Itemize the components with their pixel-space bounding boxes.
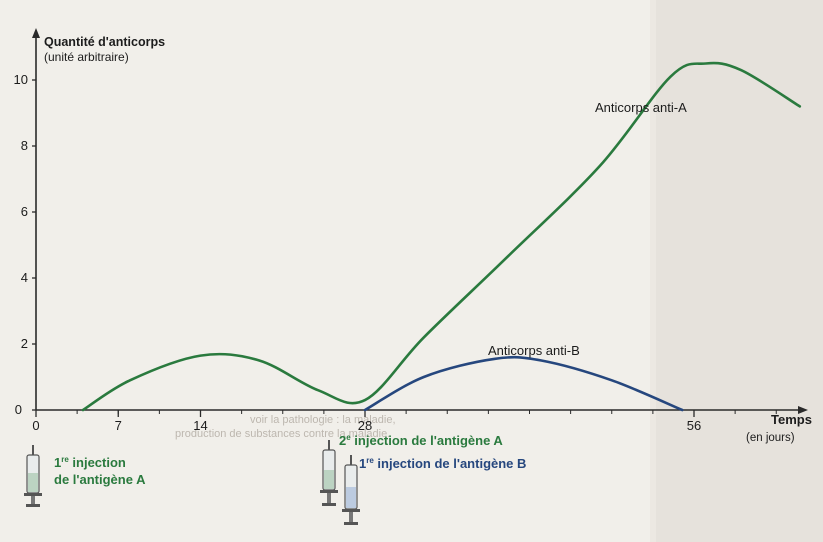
annotation-number: 1 [54, 455, 61, 470]
y-axis-sublabel: (unité arbitraire) [44, 50, 129, 64]
syringe-icon [342, 455, 360, 525]
y-tick-label: 0 [15, 402, 22, 417]
y-axis-arrow [32, 28, 40, 38]
annotation-second-injection-a: 2e injection de l'antigène A [339, 433, 503, 448]
annotation-number: 2 [339, 433, 346, 448]
annotation-text: injection de l'antigène B [374, 456, 527, 471]
annotation-number: 1 [359, 456, 366, 471]
background-text-line: production de substances contre la malad… [175, 428, 390, 440]
x-axis-label: Temps [771, 412, 812, 427]
annotation-first-injection-a: 1re injection [54, 455, 126, 470]
y-tick-label: 6 [21, 204, 28, 219]
annotation-superscript: re [366, 456, 374, 465]
annotation-superscript: re [61, 455, 69, 464]
series-label-anti-b: Anticorps anti-B [488, 343, 580, 358]
x-axis-sublabel: (en jours) [746, 432, 795, 444]
x-tick-label: 7 [115, 418, 122, 433]
page-fold [650, 0, 656, 542]
y-tick-label: 4 [21, 270, 28, 285]
axes [32, 28, 808, 414]
series-line-anti-b [363, 355, 684, 412]
annotation-first-injection-b: 1re injection de l'antigène B [359, 456, 526, 471]
x-tick-label: 56 [687, 418, 701, 433]
page-edge-shadow [655, 0, 823, 542]
y-tick-label: 2 [21, 336, 28, 351]
syringe-icon [320, 440, 338, 506]
annotation-superscript: e [346, 433, 351, 442]
x-tick-label: 28 [358, 418, 372, 433]
x-tick-label: 0 [32, 418, 39, 433]
x-axis-arrow [798, 406, 808, 414]
y-tick-label: 8 [21, 138, 28, 153]
series-label-anti-a: Anticorps anti-A [595, 100, 687, 115]
series-line-anti-a [81, 61, 802, 412]
annotation-text: injection [69, 455, 126, 470]
annotation-text: injection de l'antigène A [351, 433, 504, 448]
y-axis-label: Quantité d'anticorps [44, 35, 165, 49]
x-tick-label: 14 [193, 418, 207, 433]
annotation-first-injection-a-line2: de l'antigène A [54, 472, 146, 487]
ticks: 0 7 14 28 56 0 2 4 6 8 10 [14, 72, 777, 433]
background-text-line: voir la pathologie : la maladie, [250, 414, 396, 426]
syringe-icon [24, 445, 42, 507]
series-group [81, 61, 802, 412]
y-tick-label: 10 [14, 72, 28, 87]
